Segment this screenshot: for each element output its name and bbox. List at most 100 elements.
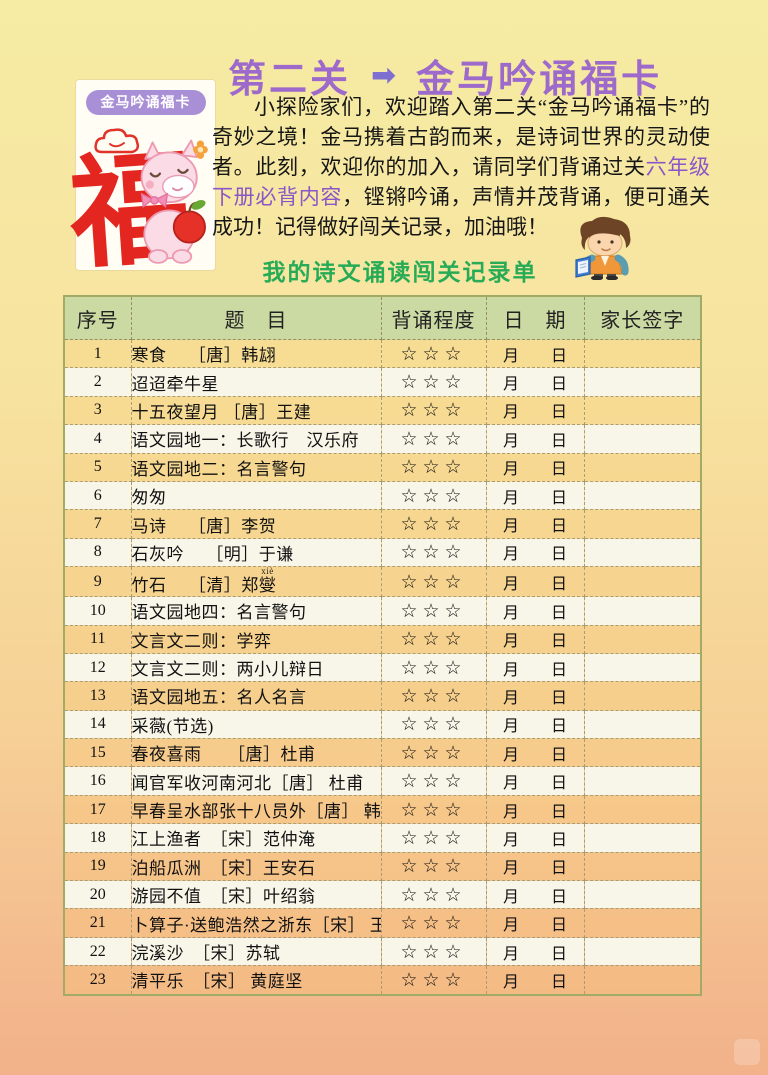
row-number: 17 bbox=[63, 794, 132, 825]
recite-level-stars: ☆☆☆ bbox=[380, 851, 487, 882]
parent-signature-cell bbox=[583, 367, 702, 397]
parent-signature-cell bbox=[583, 738, 702, 768]
recite-level-stars: ☆☆☆ bbox=[380, 452, 487, 482]
parent-signature-cell bbox=[583, 624, 702, 654]
column-header-index: 序号 bbox=[63, 295, 132, 340]
row-number: 23 bbox=[63, 965, 132, 996]
intro-paragraph: 小探险家们，欢迎踏入第二关“金马吟诵福卡”的奇妙之境！金马携着古韵而来，是诗词世… bbox=[212, 92, 710, 242]
day-label: 日 bbox=[551, 404, 568, 422]
table-row: 17 早春呈水部张十八员外［唐］ 韩愈 ☆☆☆ 月日 bbox=[63, 794, 702, 825]
date-cell: 月日 bbox=[485, 338, 585, 369]
date-cell: 月日 bbox=[485, 794, 585, 825]
poem-title: 文言文二则：两小儿辩日 bbox=[130, 652, 382, 683]
row-number: 18 bbox=[63, 823, 132, 853]
watermark bbox=[734, 1039, 760, 1065]
row-number: 22 bbox=[63, 936, 132, 967]
date-cell: 月日 bbox=[485, 681, 585, 711]
row-number: 20 bbox=[63, 880, 132, 910]
row-number: 21 bbox=[63, 908, 132, 938]
day-label: 日 bbox=[551, 689, 568, 707]
row-number: 5 bbox=[63, 452, 132, 482]
recite-level-stars: ☆☆☆ bbox=[380, 880, 487, 910]
intro-text-before: 小探险家们，欢迎踏入第二关“金马吟诵福卡”的奇妙之境！金马携着古韵而来，是诗词世… bbox=[212, 95, 710, 179]
recite-level-stars: ☆☆☆ bbox=[380, 395, 487, 426]
date-cell: 月日 bbox=[485, 709, 585, 740]
parent-signature-cell bbox=[583, 794, 702, 825]
row-number: 2 bbox=[63, 367, 132, 397]
table-header-row: 序号题 目背诵程度日 期家长签字 bbox=[63, 295, 702, 340]
recite-level-stars: ☆☆☆ bbox=[380, 509, 487, 539]
table-row: 16 闻官军收河南河北［唐］ 杜甫 ☆☆☆ 月日 bbox=[63, 766, 702, 796]
day-label: 日 bbox=[551, 546, 568, 564]
date-cell: 月日 bbox=[485, 395, 585, 426]
row-number: 1 bbox=[63, 338, 132, 369]
month-label: 月 bbox=[502, 917, 519, 935]
table-row: 5 语文园地二：名言警句 ☆☆☆ 月日 bbox=[63, 452, 702, 482]
poem-title: 清平乐 ［宋］ 黄庭坚 bbox=[130, 965, 382, 996]
parent-signature-cell bbox=[583, 452, 702, 482]
poem-title: 浣溪沙 ［宋］苏轼 bbox=[130, 936, 382, 967]
month-label: 月 bbox=[502, 404, 519, 422]
month-label: 月 bbox=[502, 689, 519, 707]
day-label: 日 bbox=[551, 803, 568, 821]
recite-level-stars: ☆☆☆ bbox=[380, 480, 487, 511]
day-label: 日 bbox=[551, 917, 568, 935]
poem-title: 语文园地一：长歌行 汉乐府 bbox=[130, 424, 382, 454]
month-label: 月 bbox=[502, 376, 519, 394]
day-label: 日 bbox=[551, 661, 568, 679]
parent-signature-cell bbox=[583, 338, 702, 369]
day-label: 日 bbox=[551, 461, 568, 479]
date-cell: 月日 bbox=[485, 823, 585, 853]
poem-title: 文言文二则：学弈 bbox=[130, 624, 382, 654]
poem-title: 石灰吟 ［明］于谦 bbox=[130, 537, 382, 568]
day-label: 日 bbox=[551, 347, 568, 365]
month-label: 月 bbox=[502, 661, 519, 679]
recite-level-stars: ☆☆☆ bbox=[380, 424, 487, 454]
recite-level-stars: ☆☆☆ bbox=[380, 367, 487, 397]
poem-title: 语文园地二：名言警句 bbox=[130, 452, 382, 482]
date-cell: 月日 bbox=[485, 537, 585, 568]
poem-title: 匆匆 bbox=[130, 480, 382, 511]
parent-signature-cell bbox=[583, 936, 702, 967]
poem-title: 十五夜望月 ［唐］王建 bbox=[130, 395, 382, 426]
recite-level-stars: ☆☆☆ bbox=[380, 738, 487, 768]
row-number: 16 bbox=[63, 766, 132, 796]
recite-level-stars: ☆☆☆ bbox=[380, 681, 487, 711]
recite-level-stars: ☆☆☆ bbox=[380, 652, 487, 683]
recite-level-stars: ☆☆☆ bbox=[380, 566, 487, 598]
row-number: 14 bbox=[63, 709, 132, 740]
recite-level-stars: ☆☆☆ bbox=[380, 709, 487, 740]
day-label: 日 bbox=[551, 775, 568, 793]
month-label: 月 bbox=[502, 718, 519, 736]
month-label: 月 bbox=[502, 803, 519, 821]
poem-title: 泊船瓜洲 ［宋］王安石 bbox=[130, 851, 382, 882]
row-number: 10 bbox=[63, 596, 132, 626]
table-row: 15 春夜喜雨 ［唐］杜甫 ☆☆☆ 月日 bbox=[63, 738, 702, 768]
table-row: 10 语文园地四：名言警句 ☆☆☆ 月日 bbox=[63, 596, 702, 626]
poem-title: 早春呈水部张十八员外［唐］ 韩愈 bbox=[130, 794, 382, 825]
row-number: 3 bbox=[63, 395, 132, 426]
table-row: 13 语文园地五：名人名言 ☆☆☆ 月日 bbox=[63, 681, 702, 711]
day-label: 日 bbox=[551, 518, 568, 536]
table-row: 18 江上渔者 ［宋］范仲淹 ☆☆☆ 月日 bbox=[63, 823, 702, 853]
date-cell: 月日 bbox=[485, 652, 585, 683]
parent-signature-cell bbox=[583, 851, 702, 882]
month-label: 月 bbox=[502, 831, 519, 849]
month-label: 月 bbox=[502, 575, 519, 593]
recite-level-stars: ☆☆☆ bbox=[380, 596, 487, 626]
day-label: 日 bbox=[551, 376, 568, 394]
table-row: 23 清平乐 ［宋］ 黄庭坚 ☆☆☆ 月日 bbox=[63, 965, 702, 996]
month-label: 月 bbox=[502, 973, 519, 991]
parent-signature-cell bbox=[583, 766, 702, 796]
table-row: 11 文言文二则：学弈 ☆☆☆ 月日 bbox=[63, 624, 702, 654]
row-number: 11 bbox=[63, 624, 132, 654]
intro-highlight: 六年级下册必背内容 bbox=[212, 155, 711, 209]
record-table: 序号题 目背诵程度日 期家长签字 1 寒食 ［唐］韩翃 ☆☆☆ 月日 2 迢迢牵牛星 ☆☆☆… bbox=[63, 295, 702, 996]
month-label: 月 bbox=[502, 518, 519, 536]
parent-signature-cell bbox=[583, 480, 702, 511]
day-label: 日 bbox=[551, 860, 568, 878]
row-number: 19 bbox=[63, 851, 132, 882]
reading-boy-illustration bbox=[575, 216, 631, 280]
table-row: 21 卜算子·送鲍浩然之浙东［宋］ 王观 ☆☆☆ 月日 bbox=[63, 908, 702, 938]
